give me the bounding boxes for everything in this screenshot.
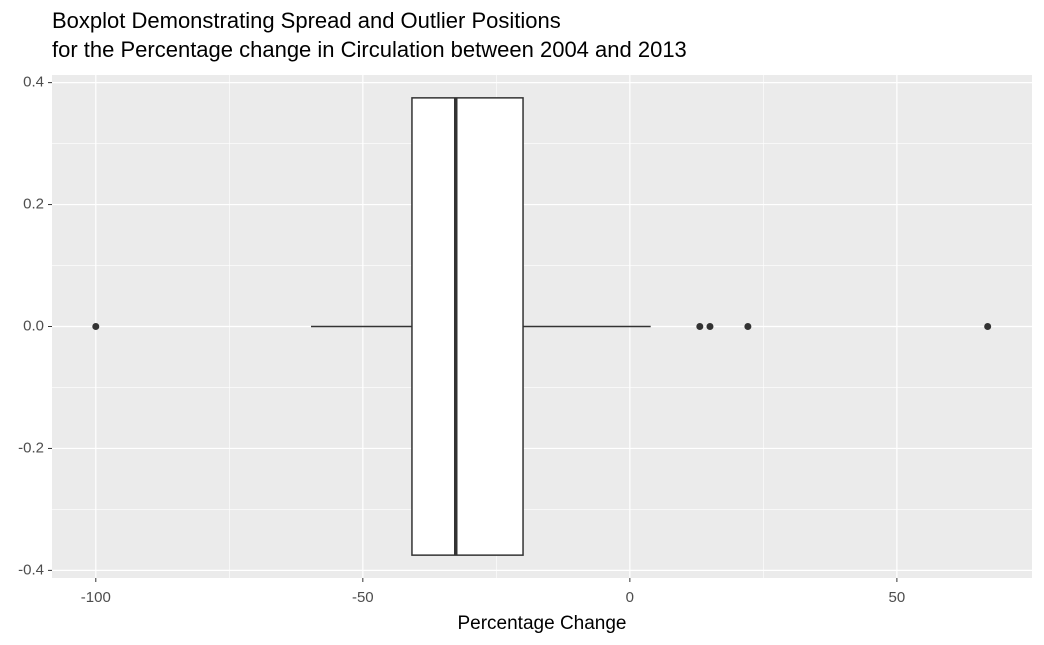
y-tick-label: -0.4 bbox=[18, 561, 44, 578]
y-tick-label: 0.4 bbox=[23, 74, 44, 91]
y-tick-label: -0.2 bbox=[18, 439, 44, 456]
y-tick-label: 0.0 bbox=[23, 317, 44, 334]
x-tick-label: -100 bbox=[81, 589, 111, 606]
outlier bbox=[706, 323, 714, 330]
x-axis-label: Percentage Change bbox=[457, 613, 626, 634]
x-tick-label: 0 bbox=[626, 589, 634, 606]
x-tick-label: 50 bbox=[889, 589, 906, 606]
box bbox=[411, 97, 524, 556]
outlier bbox=[696, 323, 704, 330]
y-tick-label: 0.2 bbox=[23, 196, 44, 213]
chart-title: Boxplot Demonstrating Spread and Outlier… bbox=[52, 8, 561, 33]
outlier bbox=[92, 323, 100, 330]
x-tick-label: -50 bbox=[352, 589, 374, 606]
chart-title: for the Percentage change in Circulation… bbox=[52, 37, 687, 62]
outlier bbox=[744, 323, 752, 330]
outlier bbox=[984, 323, 992, 330]
